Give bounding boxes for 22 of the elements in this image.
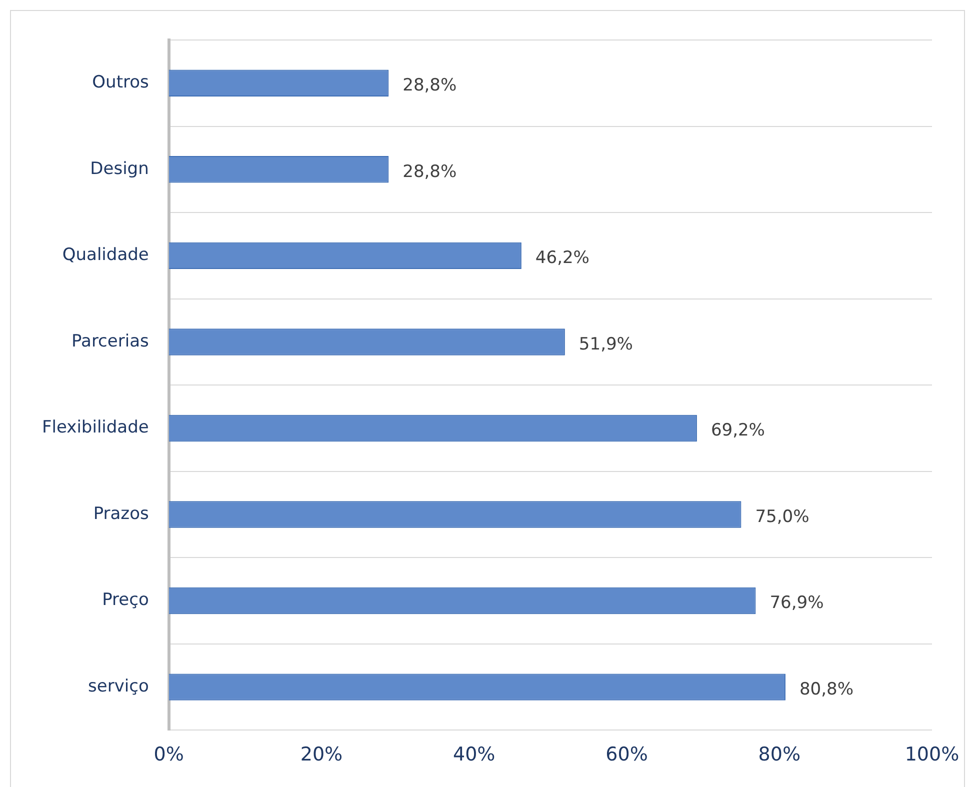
- data-label: 51,9%: [578, 334, 633, 354]
- y-tick-label: Parcerias: [72, 331, 149, 352]
- data-label: 46,2%: [535, 248, 590, 268]
- data-label: 80,8%: [799, 679, 854, 700]
- y-tick-label: Design: [90, 158, 149, 179]
- data-label: 76,9%: [770, 593, 824, 614]
- x-tick-label: 60%: [606, 744, 648, 766]
- y-tick-label: Qualidade: [62, 245, 149, 266]
- y-tick-label: Outros: [92, 72, 149, 93]
- x-tick-label: 20%: [300, 744, 343, 766]
- data-label: 69,2%: [710, 420, 765, 441]
- y-tick-label: serviço: [88, 676, 149, 696]
- data-label: 28,8%: [402, 162, 457, 182]
- x-tick-label: 40%: [453, 744, 496, 766]
- y-tick-label: Flexibilidade: [42, 418, 149, 438]
- x-tick-label: 100%: [904, 744, 960, 766]
- x-tick-label: 0%: [154, 744, 184, 766]
- data-label: 75,0%: [755, 506, 810, 527]
- y-tick-label: Preço: [102, 590, 149, 610]
- data-label: 28,8%: [402, 76, 457, 96]
- y-tick-label: Prazos: [93, 504, 149, 524]
- x-tick-label: 80%: [758, 744, 800, 766]
